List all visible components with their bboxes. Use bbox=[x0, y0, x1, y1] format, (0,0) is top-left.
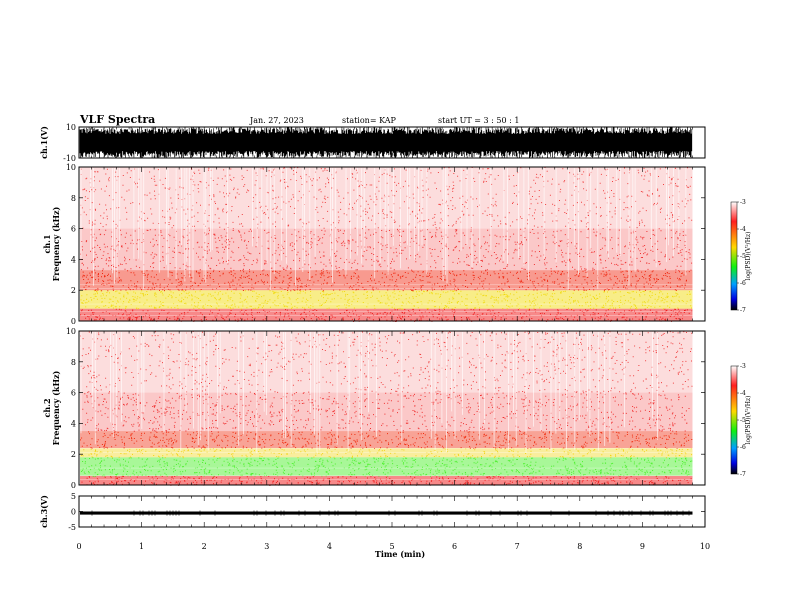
y-tick-label: 2 bbox=[71, 450, 76, 459]
ch2-spectrogram-streaks bbox=[80, 332, 658, 454]
station-label: station= KAP bbox=[342, 116, 397, 125]
ch1-spectrogram-band bbox=[80, 167, 693, 229]
x-tick-label: 8 bbox=[577, 542, 582, 551]
x-tick-label: 0 bbox=[76, 542, 81, 551]
ch1-spectrogram-y-axis-channel: ch.1 bbox=[42, 234, 52, 253]
ch2-spectrogram-band bbox=[80, 392, 693, 432]
x-axis-label: Time (min) bbox=[375, 549, 425, 559]
x-tick-label: 2 bbox=[202, 542, 207, 551]
ch3-y-axis-label: ch.3(V) bbox=[39, 495, 49, 528]
ch3-waveform-trace bbox=[80, 511, 693, 515]
ch2-spectrogram-band bbox=[80, 331, 693, 393]
y-tick-label: 8 bbox=[71, 194, 76, 203]
x-tick-label: 3 bbox=[264, 542, 269, 551]
x-tick-label: 7 bbox=[515, 542, 520, 551]
ch2-spectrogram-colorbar-tick-label: -7 bbox=[740, 471, 746, 478]
x-tick-label: 9 bbox=[640, 542, 645, 551]
ch2-spectrogram-heatmap bbox=[80, 331, 693, 486]
y-tick-label: -10 bbox=[63, 154, 76, 163]
ch1-y-axis-label: ch.1(V) bbox=[39, 126, 49, 159]
x-tick-label: 1 bbox=[139, 542, 144, 551]
ch1-spectrogram-heatmap bbox=[80, 167, 693, 322]
ch2-spectrogram-colorbar-label: log(PSD)(V²/Hz) bbox=[745, 396, 752, 445]
figure-title: VLF Spectra bbox=[79, 113, 155, 126]
y-tick-label: 5 bbox=[71, 492, 76, 501]
y-tick-label: 10 bbox=[66, 163, 76, 172]
y-tick-label: 10 bbox=[66, 123, 76, 132]
x-tick-label: 4 bbox=[327, 542, 332, 551]
ch1-spectrogram-colorbar bbox=[730, 201, 738, 311]
ch1-waveform-trace bbox=[79, 127, 693, 158]
y-tick-label: -5 bbox=[68, 523, 76, 532]
ch1-spectrogram-colorbar-tick-label: -5 bbox=[740, 253, 746, 260]
ch1-spectrogram-colorbar-tick-label: -3 bbox=[740, 199, 746, 206]
x-tick-label: 10 bbox=[700, 542, 710, 551]
ch2-spectrogram-band-speckle bbox=[81, 457, 693, 477]
ch1-spectrogram-streaks bbox=[80, 168, 687, 291]
ch2-spectrogram-colorbar-tick-label: -5 bbox=[740, 417, 746, 424]
start-time-label: start UT = 3 : 50 : 1 bbox=[438, 116, 519, 125]
y-tick-label: 6 bbox=[71, 389, 76, 398]
ch1-spectrogram-band-speckle bbox=[80, 228, 693, 272]
ch2-spectrogram-band-speckle bbox=[80, 431, 693, 449]
y-tick-label: 10 bbox=[66, 327, 76, 336]
ch1-spectrogram-y-axis-label: Frequency (kHz) bbox=[51, 206, 61, 281]
ch2-spectrogram-colorbar-tick-label: -4 bbox=[740, 390, 746, 397]
ch1-spectrogram-colorbar-tick-label: -7 bbox=[740, 307, 746, 314]
ch1-spectrogram-band bbox=[80, 308, 693, 321]
ch1-spectrogram-colorbar-label: log(PSD)(V²/Hz) bbox=[745, 232, 752, 281]
y-tick-label: 8 bbox=[71, 358, 76, 367]
ch1-spectrogram-colorbar-tick-label: -6 bbox=[740, 280, 746, 287]
ch1-spectrogram-colorbar-tick-label: -4 bbox=[740, 226, 746, 233]
ch2-spectrogram-band bbox=[80, 475, 693, 485]
ch2-spectrogram-y-axis-channel: ch.2 bbox=[42, 398, 52, 417]
y-tick-label: 4 bbox=[71, 419, 76, 428]
y-tick-label: 4 bbox=[71, 255, 76, 264]
x-axis: 0 1 2 3 4 5 6 7 8 9 10 bbox=[76, 542, 710, 551]
x-tick-label: 5 bbox=[389, 542, 394, 551]
ch2-spectrogram-colorbar-tick-label: -3 bbox=[740, 363, 746, 370]
x-tick-label: 6 bbox=[452, 542, 457, 551]
ch3-waveform-spikes bbox=[91, 510, 690, 516]
ch2-spectrogram-y-axis-label: Frequency (kHz) bbox=[51, 370, 61, 445]
y-tick-label: 0 bbox=[71, 508, 76, 517]
date-label: Jan. 27, 2023 bbox=[249, 116, 304, 125]
ch2-spectrogram-colorbar-tick-label: -6 bbox=[740, 444, 746, 451]
y-tick-label: 6 bbox=[71, 225, 76, 234]
ch2-spectrogram-band bbox=[80, 457, 693, 476]
y-tick-label: 2 bbox=[71, 286, 76, 295]
y-tick-label: 0 bbox=[71, 481, 76, 490]
ch1-spectrogram-band-speckle bbox=[80, 290, 692, 310]
ch2-spectrogram-band bbox=[80, 431, 693, 449]
ch2-spectrogram-colorbar bbox=[730, 365, 738, 475]
y-tick-label: 0 bbox=[71, 317, 76, 326]
